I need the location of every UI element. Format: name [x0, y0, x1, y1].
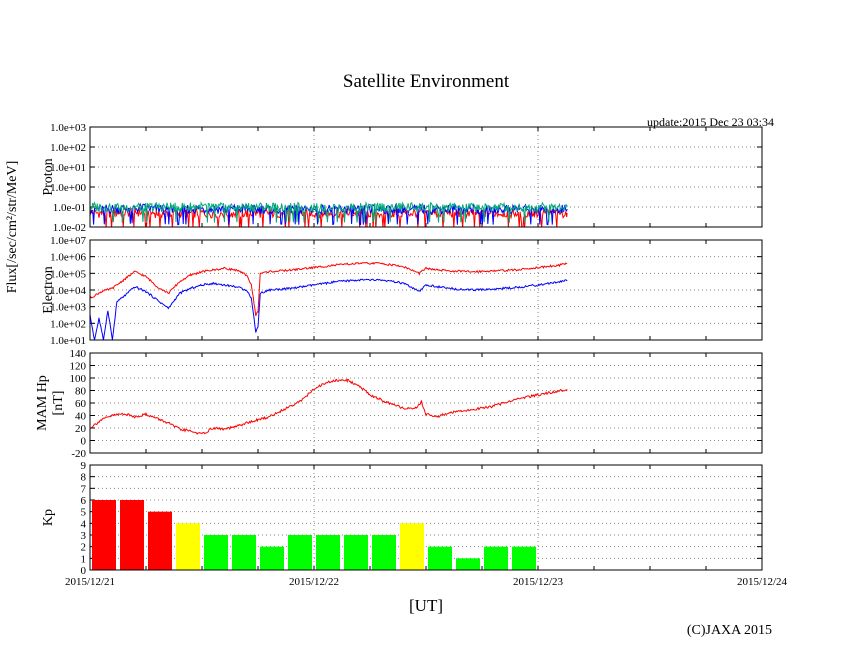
kp-bar: [176, 523, 200, 570]
y-axis-label: Kp: [41, 509, 56, 526]
kp-bar: [372, 535, 396, 570]
panel-frame: [89, 464, 763, 571]
kp-bar: [512, 546, 536, 570]
y-axis-label: Electron: [41, 266, 56, 313]
panel-electron: 1.0e+01 1.0e+02 1.0e+03 1.0e+04 1.0e+05 1.0e+…: [41, 235, 763, 347]
y-tick-label: 1.0e+02: [50, 142, 86, 154]
y-tick-label: 1.0e+02: [50, 318, 86, 330]
y-tick-label: 1.0e+01: [50, 335, 86, 347]
kp-bar: [484, 546, 508, 570]
kp-bar: [400, 523, 424, 570]
y-tick-label: 4: [81, 518, 87, 530]
y-tick-label: 2: [81, 542, 87, 554]
y-tick-label: 1.0e+05: [50, 268, 86, 280]
x-tick-label: 2015/12/24: [737, 576, 788, 588]
panel-frame: [89, 352, 763, 454]
y-tick-label: 5: [81, 507, 87, 519]
y-tick-label: 1: [81, 553, 87, 565]
kp-bar: [120, 500, 144, 570]
series-line-electron-blue: [90, 278, 568, 340]
kp-bar: [148, 511, 172, 570]
series-line-electron-red: [90, 261, 568, 317]
y-tick-label: 80: [75, 386, 87, 398]
x-tick-label: 2015/12/22: [289, 576, 339, 588]
y-tick-label: 1.0e+06: [50, 252, 86, 264]
y-axis-label: Proton: [41, 158, 56, 195]
series-group: [90, 378, 568, 435]
kp-bar: [456, 558, 480, 570]
kp-bar: [92, 500, 116, 570]
y-tick-label: 1.0e-02: [53, 222, 86, 234]
x-axis-label: [UT]: [409, 596, 443, 615]
series-group: [90, 261, 568, 340]
y-tick-label: 120: [70, 361, 87, 373]
y-tick-label: 20: [75, 423, 87, 435]
panel-frame: [89, 126, 763, 228]
x-tick-label: 2015/12/23: [513, 576, 564, 588]
kp-bar: [232, 535, 256, 570]
y-tick-label: 7: [81, 483, 87, 495]
kp-bar: [204, 535, 228, 570]
y-tick-label: -20: [71, 448, 86, 460]
panel-frame: [89, 239, 763, 341]
kp-bar: [428, 546, 452, 570]
y-tick-label: 60: [75, 398, 87, 410]
y-axis-label: MAM Hp: [35, 375, 50, 431]
series-group: [90, 200, 568, 227]
y-tick-label: 1.0e+03: [50, 122, 86, 134]
y-axis-label: [nT]: [51, 391, 66, 416]
series-group: [92, 500, 536, 570]
y-tick-label: 1.0e+00: [50, 182, 86, 194]
panels-group: 1.0e-021.0e-011.0e+001.0e+011.0e+021.0e+…: [5, 122, 788, 588]
shared-flux-label: Flux[/sec/cm²/str/MeV]: [5, 161, 20, 294]
update-text: update:2015 Dec 23 03:34: [647, 115, 774, 129]
y-tick-label: 0: [81, 436, 87, 448]
y-tick-label: 6: [81, 495, 87, 507]
y-tick-label: 1.0e+03: [50, 302, 86, 314]
panel-proton: 1.0e-02 1.0e-01 1.0e+00 1.0e+01 1.0e+02 1.0e+…: [41, 122, 763, 234]
y-tick-label: 1.0e-01: [53, 202, 86, 214]
kp-bar: [288, 535, 312, 570]
y-tick-label: 3: [81, 530, 87, 542]
y-tick-label: 1.0e+04: [50, 285, 86, 297]
y-tick-label: 100: [70, 373, 87, 385]
y-tick-label: 40: [75, 411, 87, 423]
y-tick-label: 9: [81, 460, 87, 472]
series-line-proton-blue: [90, 202, 568, 226]
kp-bar: [260, 546, 284, 570]
x-tick-label: 2015/12/21: [65, 576, 115, 588]
y-tick-label: 0: [81, 565, 87, 577]
kp-bar: [344, 535, 368, 570]
chart-title: Satellite Environment: [343, 71, 510, 92]
series-line-proton-green: [90, 200, 568, 223]
y-tick-label: 1.0e+07: [50, 235, 86, 247]
series-line-mam-hp: [90, 378, 568, 435]
y-tick-label: 140: [70, 348, 87, 360]
copyright-text: (C)JAXA 2015: [687, 623, 772, 638]
y-tick-label: 1.0e+01: [50, 162, 86, 174]
y-tick-label: 8: [81, 472, 87, 484]
kp-bar: [316, 535, 340, 570]
